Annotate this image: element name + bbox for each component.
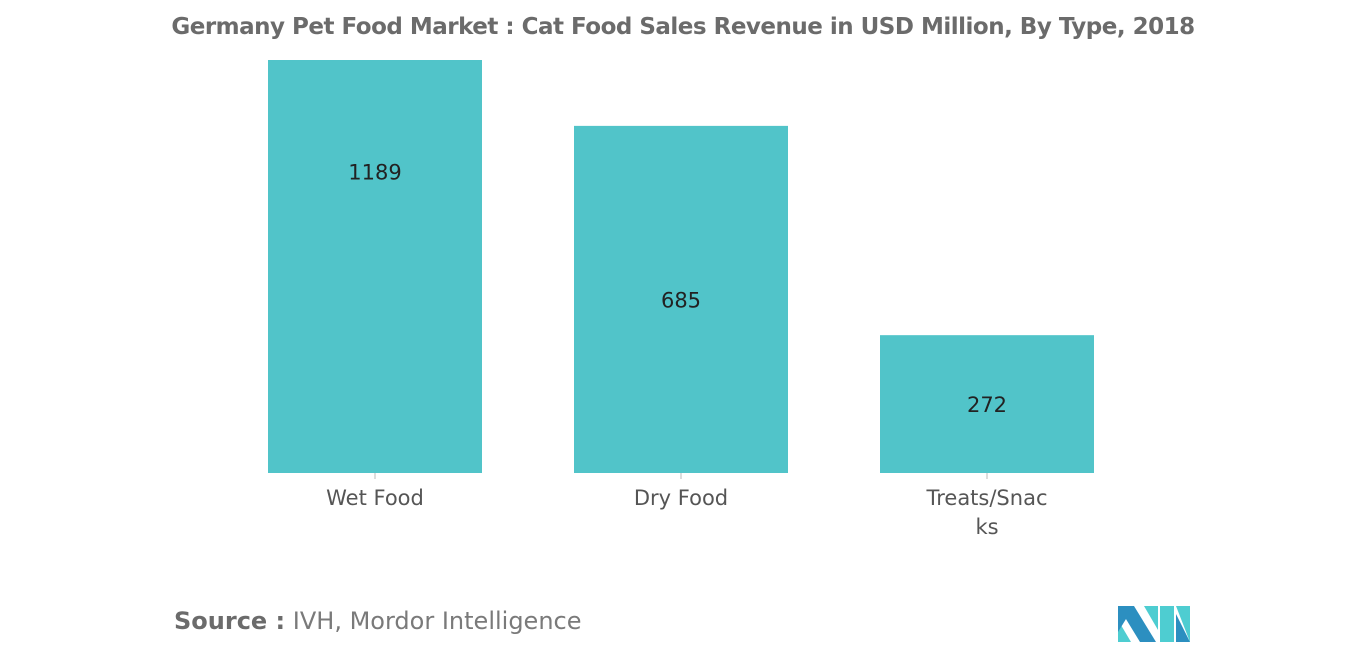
bar-2 [880,335,1094,473]
source-label: Source : [174,607,286,635]
mordor-intelligence-logo [1118,606,1190,642]
source-note: Source : IVH, Mordor Intelligence [174,607,582,635]
data-label-0: 1189 [348,161,401,185]
bar-0 [268,60,482,473]
x-tick-label-1: Dry Food [634,486,728,510]
x-tick-label-2: ks [975,515,998,539]
data-label-1: 685 [661,288,701,312]
x-tick-label-2: Treats/Snac [925,486,1047,510]
x-tick-label-0: Wet Food [326,486,424,510]
chart-title: Germany Pet Food Market : Cat Food Sales… [171,14,1195,40]
bar-1 [574,125,788,473]
data-label-2: 272 [967,393,1007,417]
source-text: IVH, Mordor Intelligence [292,607,582,635]
bar-chart: 1189 Wet Food 685 Dry Food 272 Treats/Snac ks [268,60,1094,539]
